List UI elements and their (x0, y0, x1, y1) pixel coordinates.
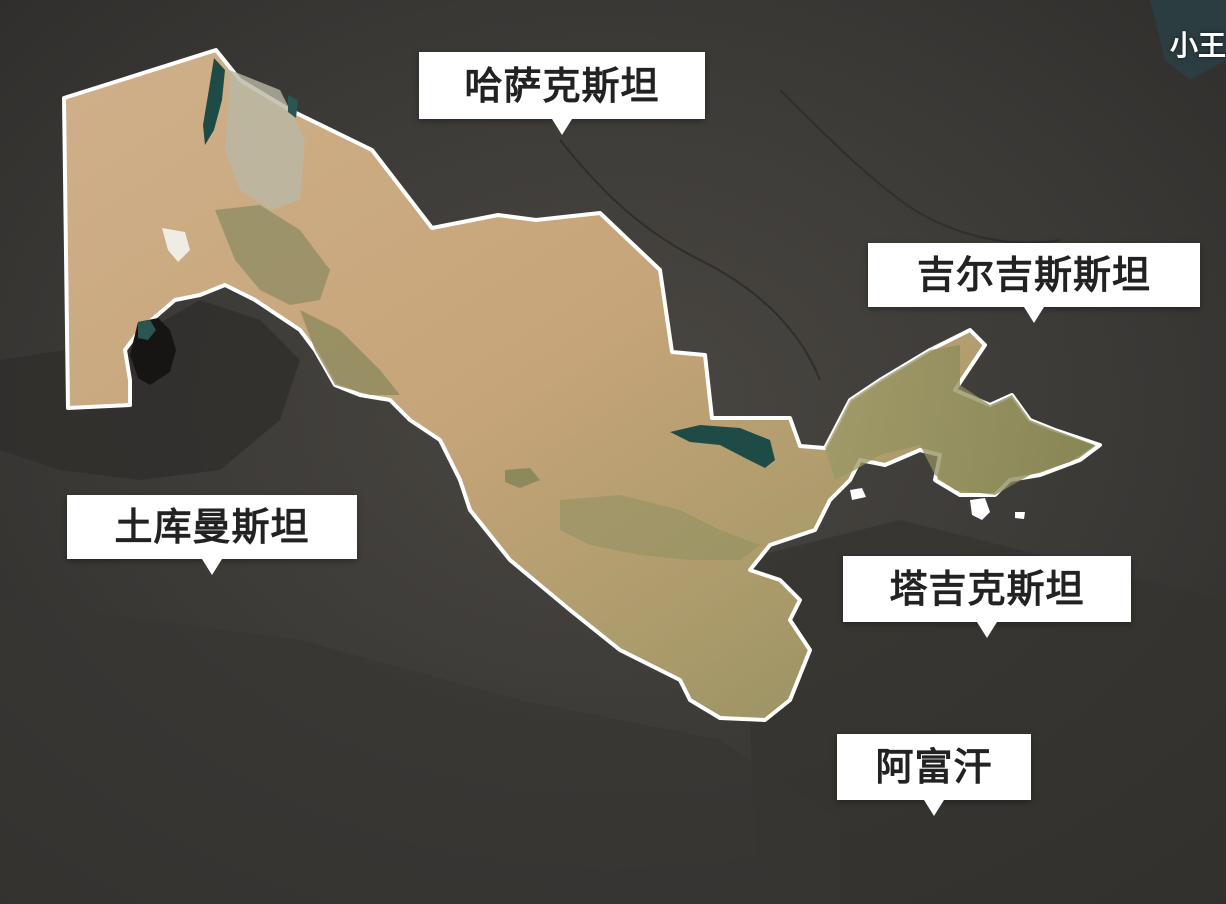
country-label-text: 吉尔吉斯斯坦 (916, 253, 1151, 297)
river (779, 89, 1061, 244)
exclave (850, 488, 866, 500)
garabogaz-lake-edge (138, 320, 156, 340)
caspian-sea (0, 300, 300, 480)
oasis-small (505, 468, 540, 488)
aral-seabed (225, 70, 305, 210)
aral-lake-small (288, 95, 298, 118)
southern-terrain (0, 600, 840, 904)
country-label-kyrgyzstan: 吉尔吉斯斯坦 (868, 243, 1200, 323)
lake-top-right (1150, 0, 1226, 80)
exclave (1015, 512, 1025, 519)
country-label-turkmenistan: 土库曼斯坦 (67, 495, 357, 575)
fergana-valley (825, 345, 1095, 495)
river-corridor (300, 310, 400, 395)
exclave (970, 498, 990, 520)
aydar-lake (670, 425, 775, 468)
river (559, 139, 821, 381)
amu-darya-delta (215, 205, 330, 305)
oasis-area (560, 495, 760, 560)
watermark: 小王 (1170, 29, 1226, 62)
aral-sea (203, 58, 225, 145)
salt-flat (162, 228, 190, 262)
country-label-afghanistan: 阿富汗 (837, 734, 1031, 816)
country-label-text: 阿富汗 (875, 745, 993, 789)
country-label-text: 塔吉克斯坦 (889, 567, 1085, 611)
country-label-tajikistan: 塔吉克斯坦 (843, 556, 1131, 638)
country-label-kazakhstan: 哈萨克斯坦 (419, 52, 705, 135)
country-label-text: 土库曼斯坦 (114, 505, 310, 549)
country-label-text: 哈萨克斯坦 (464, 63, 660, 108)
